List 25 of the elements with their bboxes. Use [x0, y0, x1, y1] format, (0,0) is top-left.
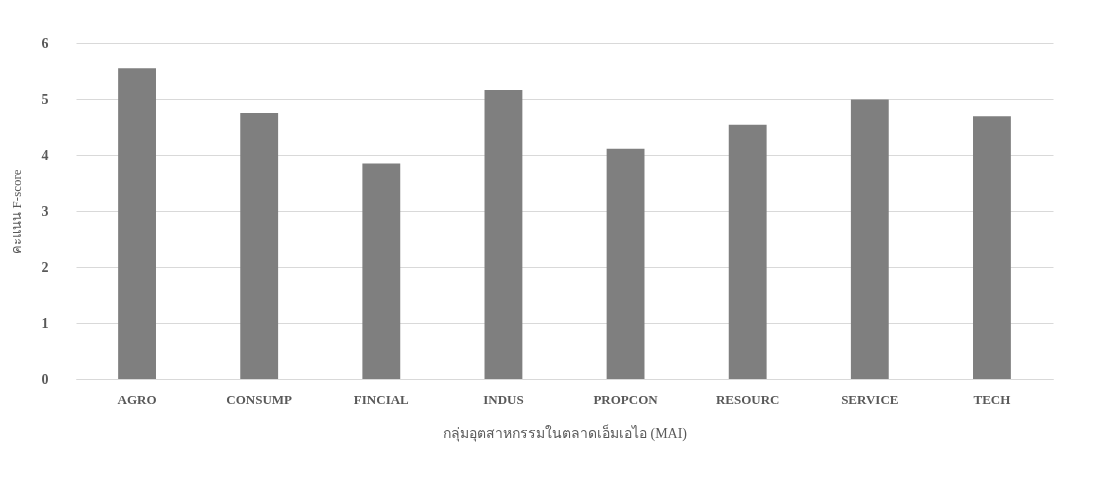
y-axis-title: คะแนน F-score: [8, 169, 24, 254]
y-tick-label: 4: [41, 147, 49, 163]
bar: [118, 68, 156, 379]
y-tick-label: 1: [41, 315, 49, 331]
x-tick-label: INDUS: [483, 391, 524, 407]
bar: [240, 113, 279, 379]
x-tick-label: CONSUMP: [226, 391, 293, 407]
bar: [728, 124, 767, 379]
x-tick-label: TECH: [973, 391, 1011, 407]
bar: [362, 163, 401, 379]
x-tick-label: PROPCON: [593, 391, 659, 407]
x-tick-label: AGRO: [117, 391, 157, 407]
y-tick-label: 3: [41, 203, 49, 219]
y-tick-label: 0: [41, 371, 49, 387]
y-tick-label: 2: [41, 259, 49, 275]
y-tick-label: 6: [41, 35, 49, 51]
bar: [973, 116, 1011, 379]
bar: [484, 90, 523, 379]
x-axis-title: กลุ่มอุตสาหกรรมในตลาดเอ็มเอไอ (MAI): [442, 423, 688, 442]
bar: [850, 99, 889, 379]
bar: [606, 148, 645, 379]
y-tick-label: 5: [41, 91, 49, 107]
x-tick-label: FINCIAL: [353, 391, 410, 407]
x-tick-label: RESOURC: [715, 391, 780, 407]
x-tick-label: SERVICE: [841, 391, 899, 407]
